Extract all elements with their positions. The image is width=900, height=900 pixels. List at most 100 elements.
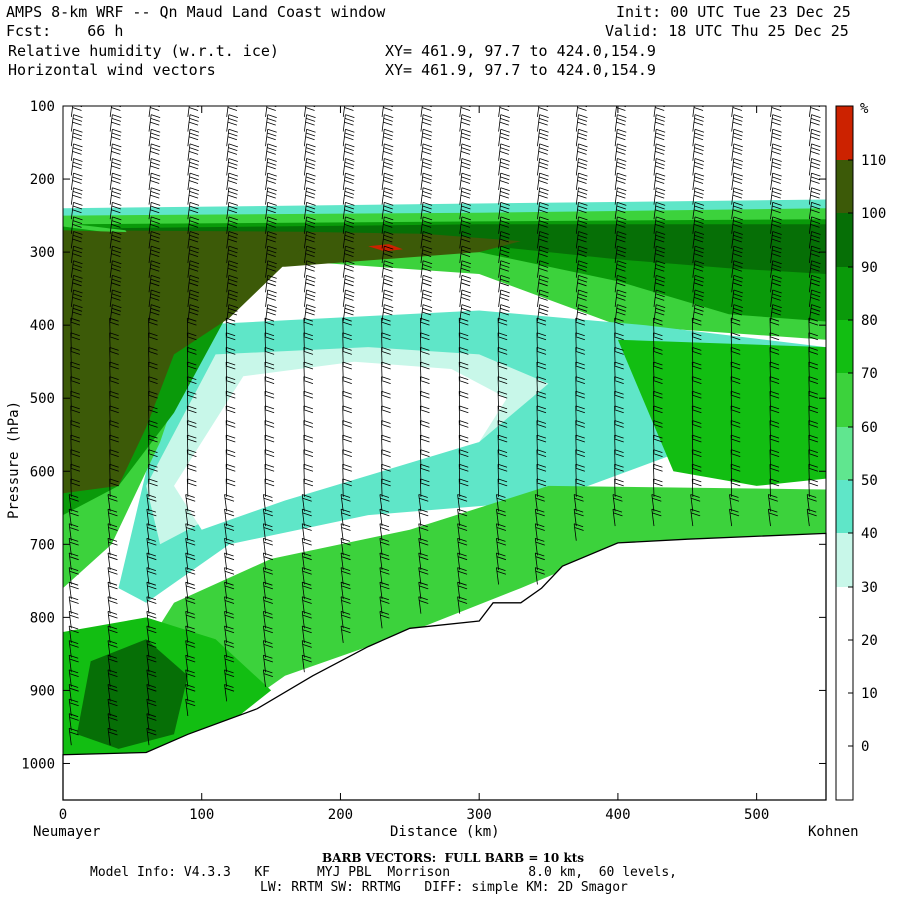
wind-barb (692, 143, 705, 161)
wind-barb (265, 245, 277, 264)
wind-barb (148, 274, 161, 293)
wind-barb (68, 581, 79, 600)
wind-barb (148, 114, 161, 132)
wind-barb (457, 523, 468, 541)
colorbar-segment (836, 213, 853, 267)
wind-barb (653, 172, 666, 191)
wind-barb (301, 567, 312, 585)
wind-barb (265, 274, 277, 293)
wind-barb (187, 304, 200, 322)
wind-barb (498, 216, 510, 234)
wind-barb (420, 231, 433, 249)
wind-barb (107, 669, 118, 687)
wind-barb (457, 508, 468, 527)
wind-barb (731, 128, 743, 147)
wind-barb (265, 172, 277, 191)
wind-barb (653, 478, 663, 497)
wind-barb (808, 231, 821, 249)
wind-barb (575, 172, 588, 191)
wind-barb (729, 494, 740, 512)
wind-barb (808, 114, 821, 132)
colorbar-tick-label: 10 (861, 686, 878, 702)
wind-barb (457, 537, 468, 556)
wind-barb (303, 478, 314, 497)
wind-barb (340, 523, 351, 541)
forecast-hour: Fcst: 66 h (6, 22, 124, 40)
wind-barb (146, 494, 157, 512)
wind-barb (185, 611, 196, 629)
wind-barb (68, 727, 79, 746)
wind-barb (381, 478, 391, 497)
wind-barb (265, 231, 277, 249)
colorbar-tick-label: 20 (861, 633, 878, 649)
wind-barb (459, 274, 472, 293)
wind-barb (496, 567, 507, 585)
wind-barb (459, 231, 472, 249)
rh-field (63, 106, 826, 757)
wind-barb (379, 537, 390, 556)
wind-barb (459, 158, 472, 176)
wind-barb (186, 478, 197, 497)
wind-barb (457, 494, 468, 512)
y-axis-label: Pressure (hPa) (6, 400, 22, 519)
wind-barb (653, 187, 666, 205)
wind-barb (224, 669, 235, 687)
wind-barb (107, 581, 118, 600)
wind-barb (109, 289, 122, 307)
wind-barb (808, 187, 821, 205)
wind-barb (146, 698, 157, 717)
wind-barb (731, 158, 743, 176)
wind-barb (498, 201, 510, 220)
wind-barb (109, 478, 119, 497)
wind-barb (498, 245, 510, 264)
wind-barb (692, 274, 705, 293)
wind-barb (653, 216, 666, 234)
wind-barb (379, 508, 390, 527)
colorbar-tick-label: 80 (861, 313, 878, 329)
wind-barb (575, 128, 588, 147)
wind-barb (381, 128, 394, 147)
wind-barb (226, 187, 238, 205)
wind-barb (457, 581, 468, 600)
wind-barb (770, 143, 782, 161)
wind-barb (731, 201, 743, 220)
wind-barb (224, 684, 235, 702)
wind-barb (342, 478, 352, 497)
rh-band-lower-dark (76, 639, 188, 749)
wind-barb (573, 508, 584, 527)
rh-band-upper-dry (63, 106, 826, 209)
wind-barb (265, 114, 277, 132)
wind-barb (575, 158, 588, 176)
wind-barb (226, 289, 238, 307)
wind-barb (806, 508, 817, 527)
wind-barb (731, 231, 743, 249)
wind-barb (70, 128, 83, 147)
wind-barb (420, 216, 433, 234)
wind-barb (262, 494, 273, 512)
wind-barb (107, 611, 118, 629)
wind-barb (498, 114, 510, 132)
y-tick-label: 800 (30, 610, 55, 626)
wind-barb (301, 552, 312, 570)
wind-barb (146, 684, 157, 702)
wind-barb (301, 523, 312, 541)
y-tick-label: 300 (30, 245, 55, 261)
wind-barb (459, 289, 472, 307)
wind-barb (340, 567, 351, 585)
wind-barb (575, 260, 588, 278)
wind-barb (496, 508, 507, 527)
wind-barb (301, 537, 312, 556)
wind-barb (187, 128, 200, 147)
wind-barb (420, 289, 433, 307)
wind-barb (70, 478, 81, 497)
wind-barb (342, 260, 355, 278)
wind-barb (185, 625, 196, 643)
wind-barb (262, 552, 273, 570)
wind-barb (301, 640, 312, 658)
wind-barb (224, 596, 235, 614)
wind-barb (342, 172, 355, 191)
wind-barb (612, 508, 623, 527)
wind-barb (148, 158, 161, 176)
wind-barb (537, 245, 549, 264)
